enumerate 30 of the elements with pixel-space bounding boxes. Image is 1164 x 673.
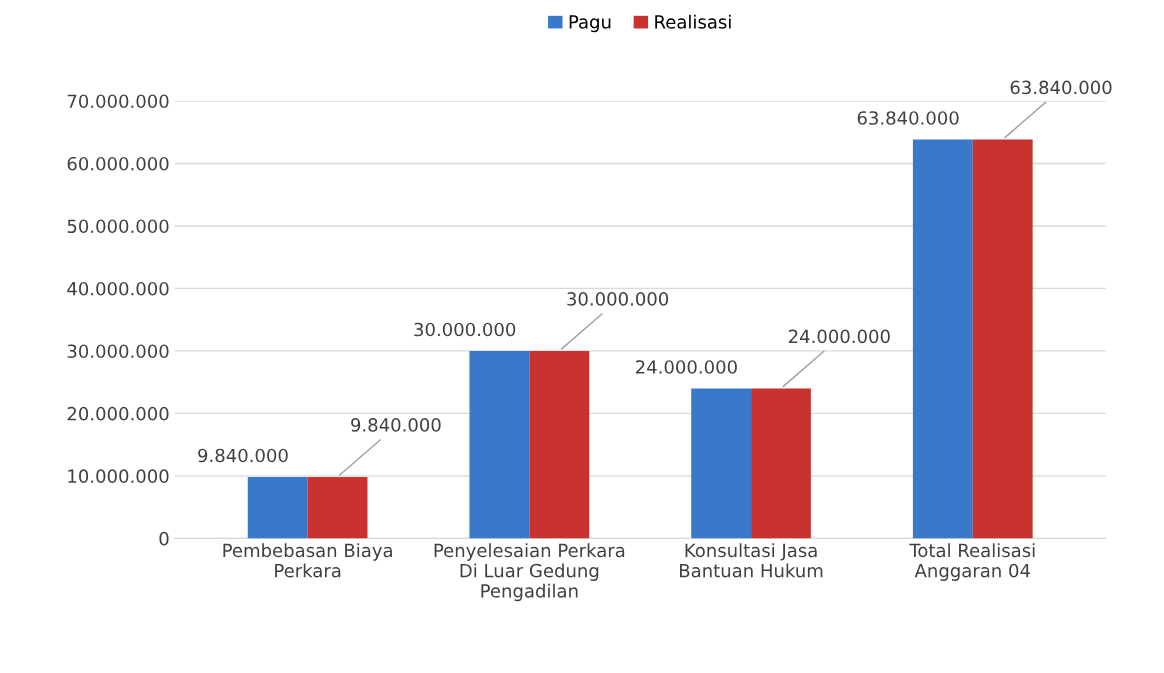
y-tick-label: 0 [159,531,169,546]
data-label: 63.840.000 [1010,80,1112,95]
bar [751,388,811,539]
legend-label: Pagu [569,15,611,33]
bar [247,476,308,539]
data-label: 9.840.000 [351,418,441,432]
y-tick-label: 10.000.000 [68,469,169,484]
y-tick-label: 20.000.000 [67,406,169,421]
y-tick-label: 70.000.000 [67,94,169,109]
data-label: 24.000.000 [788,329,890,344]
y-tick-label: 40.000.000 [67,281,169,296]
x-tick-label: Konsultasi Jasa Bantuan Hukum [680,543,823,578]
x-tick-label: Penyelesaian Perkara Di Luar Gedung Pengadilan [434,543,625,602]
bar [691,388,752,539]
bar [307,476,368,539]
legend-label: Realisasi [655,14,731,29]
y-tick-label: 50.000.000 [67,219,169,234]
data-label: 30.000.000 [567,292,669,306]
bar [972,139,1033,539]
data-label: 24.000.000 [636,360,737,374]
bar [529,350,590,539]
x-tick-label: Total Realisasi Anggaran 04 [909,543,1035,581]
data-label: 30.000.000 [414,322,516,337]
bar [912,139,973,539]
bar [469,350,530,539]
x-tick-label: Pembebasan Biaya Perkara [223,543,392,578]
data-label: 9.840.000 [198,448,288,463]
y-tick-label: 60.000.000 [67,156,169,171]
y-tick-label: 30.000.000 [67,344,169,359]
data-label: 63.840.000 [857,111,959,125]
